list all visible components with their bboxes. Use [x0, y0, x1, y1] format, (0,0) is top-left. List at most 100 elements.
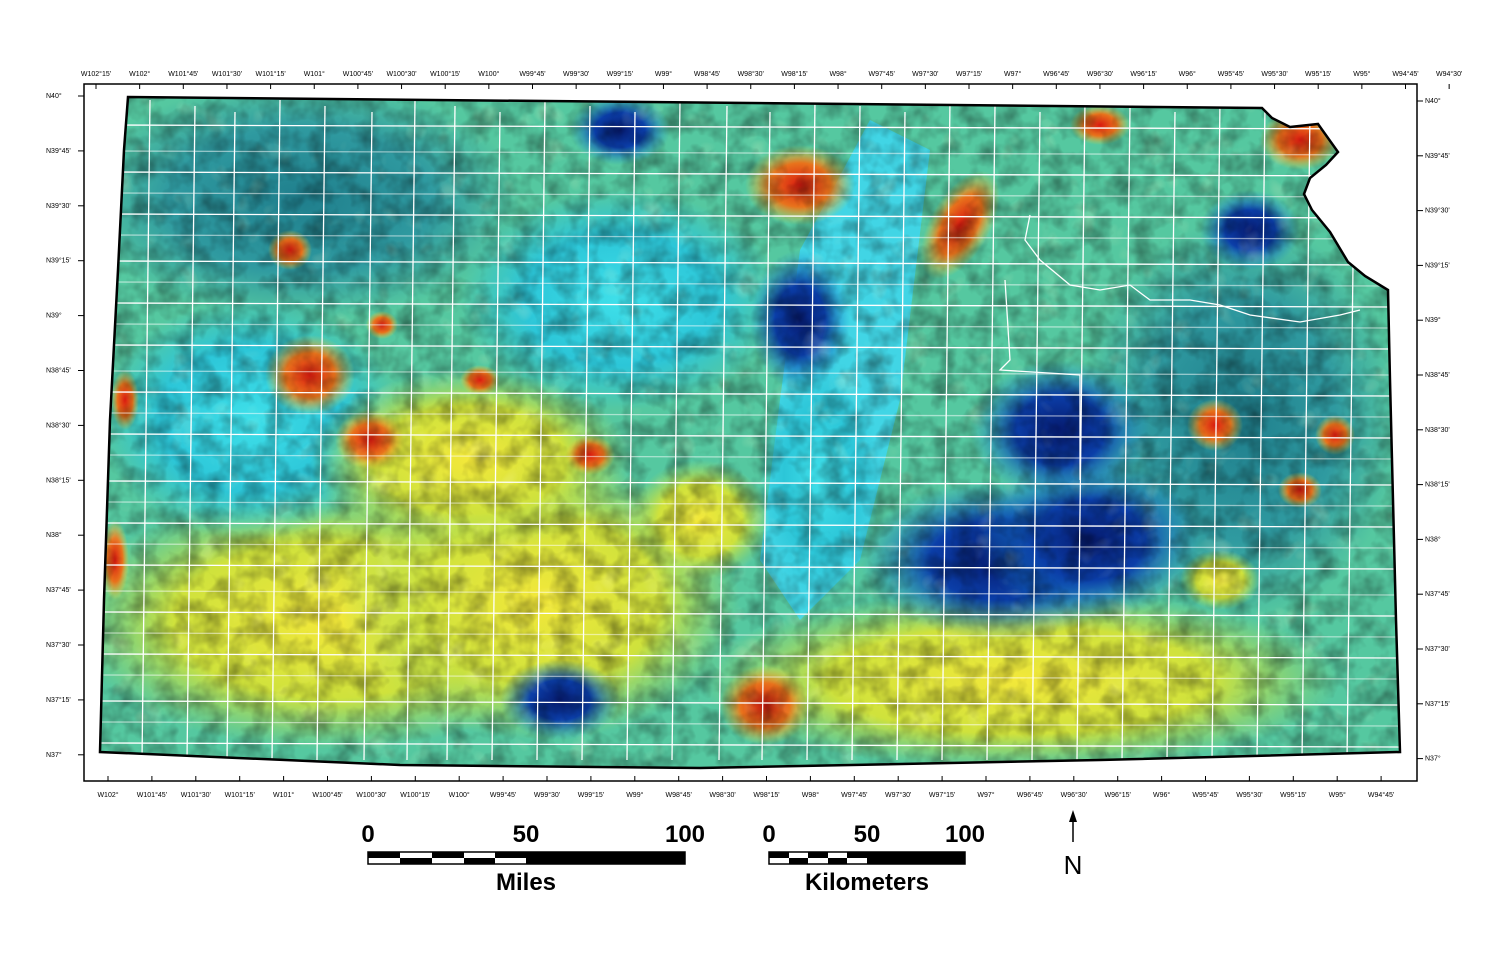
right-lat-label: N38°	[1425, 535, 1441, 543]
top-lon-label: W99°15'	[607, 70, 633, 78]
miles-unit-label: Miles	[496, 869, 556, 896]
county-boundaries	[100, 99, 1400, 761]
km-unit-label: Kilometers	[805, 869, 929, 896]
left-lat-label: N37°45'	[46, 586, 71, 594]
scale-bar-miles: 0 50 100 Miles	[361, 821, 705, 896]
top-lon-label: W98°45'	[694, 70, 720, 78]
top-lon-label: W95°	[1353, 70, 1370, 78]
right-lat-label: N37°	[1425, 755, 1441, 763]
top-lon-label: W101°45'	[168, 70, 198, 78]
bottom-lon-label: W98°45'	[666, 791, 692, 799]
top-lon-label: W100°	[478, 70, 499, 78]
top-lon-label: W102°	[129, 70, 150, 78]
bottom-lon-label: W95°	[1329, 791, 1346, 799]
top-lon-label: W97°30'	[912, 70, 938, 78]
bottom-lon-label: W97°	[977, 791, 994, 799]
bottom-lon-label: W99°30'	[534, 791, 560, 799]
bottom-lon-label: W96°30'	[1061, 791, 1087, 799]
bottom-lon-label: W100°15'	[400, 791, 430, 799]
north-letter: N	[1064, 850, 1083, 880]
left-lat-label: N37°	[46, 751, 62, 759]
scale-bar-kilometers: 0 50 100 Kilometers	[762, 821, 985, 896]
top-lon-label: W96°45'	[1043, 70, 1069, 78]
left-lat-label: N38°30'	[46, 421, 71, 429]
bottom-lon-label: W101°45'	[137, 791, 167, 799]
top-lon-label: W98°	[829, 70, 846, 78]
miles-tick-100: 100	[665, 821, 705, 848]
bottom-lon-label: W95°30'	[1236, 791, 1262, 799]
right-lat-label: N39°15'	[1425, 261, 1450, 269]
bottom-lon-label: W100°30'	[356, 791, 386, 799]
top-lon-label: W97°45'	[869, 70, 895, 78]
left-lat-label: N39°	[46, 312, 62, 320]
top-lon-label: W99°45'	[519, 70, 545, 78]
top-lon-label: W101°15'	[255, 70, 285, 78]
top-lon-label: W95°45'	[1218, 70, 1244, 78]
bottom-lon-label: W96°45'	[1017, 791, 1043, 799]
top-lon-label: W98°30'	[738, 70, 764, 78]
top-lon-label: W101°30'	[212, 70, 242, 78]
right-lat-label: N39°45'	[1425, 152, 1450, 160]
top-lon-label: W100°45'	[343, 70, 373, 78]
top-lon-label: W99°30'	[563, 70, 589, 78]
left-lat-label: N39°15'	[46, 257, 71, 265]
bottom-lon-label: W97°15'	[929, 791, 955, 799]
bottom-lon-label: W101°30'	[181, 791, 211, 799]
top-lon-label: W94°30'	[1436, 70, 1462, 78]
right-lat-label: N40°	[1425, 97, 1441, 105]
bottom-lon-label: W95°45'	[1192, 791, 1218, 799]
bottom-lon-label: W99°	[626, 791, 643, 799]
left-lat-label: N37°15'	[46, 696, 71, 704]
top-lon-label: W96°	[1179, 70, 1196, 78]
km-tick-0: 0	[762, 821, 775, 848]
graticule-ticks	[78, 84, 1450, 781]
top-lon-label: W94°45'	[1392, 70, 1418, 78]
top-lon-label: W98°15'	[781, 70, 807, 78]
top-lon-label: W102°15'	[81, 70, 111, 78]
right-lat-label: N37°15'	[1425, 700, 1450, 708]
bottom-lon-label: W102°	[97, 791, 118, 799]
km-tick-50: 50	[854, 821, 881, 848]
left-lat-label: N39°45'	[46, 147, 71, 155]
right-latitude-labels: N40° N39°45' N39°30' N39°15' N39° N38°45' N38°…	[1425, 97, 1450, 763]
north-arrow-icon	[1069, 810, 1077, 822]
right-lat-label: N38°15'	[1425, 481, 1450, 489]
bottom-lon-label: W96°	[1153, 791, 1170, 799]
miles-tick-50: 50	[513, 821, 540, 848]
north-arrow: N	[1064, 810, 1083, 880]
left-lat-label: N40°	[46, 92, 62, 100]
bottom-lon-label: W94°45'	[1368, 791, 1394, 799]
top-lon-label: W97°15'	[956, 70, 982, 78]
miles-tick-0: 0	[361, 821, 374, 848]
bottom-lon-label: W96°15'	[1105, 791, 1131, 799]
bottom-lon-label: W101°	[273, 791, 294, 799]
bottom-lon-label: W95°15'	[1280, 791, 1306, 799]
top-lon-label: W95°30'	[1261, 70, 1287, 78]
top-lon-label: W101°	[304, 70, 325, 78]
bottom-lon-label: W100°	[449, 791, 470, 799]
top-lon-label: W95°15'	[1305, 70, 1331, 78]
bottom-lon-label: W99°45'	[490, 791, 516, 799]
bottom-lon-label: W98°	[802, 791, 819, 799]
km-tick-100: 100	[945, 821, 985, 848]
right-lat-label: N39°	[1425, 316, 1441, 324]
right-lat-label: N38°30'	[1425, 426, 1450, 434]
bottom-lon-label: W98°15'	[753, 791, 779, 799]
bottom-lon-label: W100°45'	[312, 791, 342, 799]
right-lat-label: N37°30'	[1425, 645, 1450, 653]
right-lat-label: N37°45'	[1425, 590, 1450, 598]
bottom-lon-label: W99°15'	[578, 791, 604, 799]
bottom-lon-label: W97°30'	[885, 791, 911, 799]
top-longitude-labels: W102°15' W102° W101°45' W101°30' W101°15' W10…	[81, 70, 1462, 78]
top-lon-label: W97°	[1004, 70, 1021, 78]
top-lon-label: W96°15'	[1130, 70, 1156, 78]
left-lat-label: N38°15'	[46, 476, 71, 484]
left-lat-label: N37°30'	[46, 641, 71, 649]
bottom-lon-label: W98°30'	[709, 791, 735, 799]
top-lon-label: W100°30'	[386, 70, 416, 78]
left-lat-label: N38°	[46, 531, 62, 539]
left-lat-label: N39°30'	[46, 202, 71, 210]
bottom-longitude-labels: W102° W101°45' W101°30' W101°15' W101° W100°4…	[97, 791, 1394, 799]
bottom-lon-label: W101°15'	[225, 791, 255, 799]
